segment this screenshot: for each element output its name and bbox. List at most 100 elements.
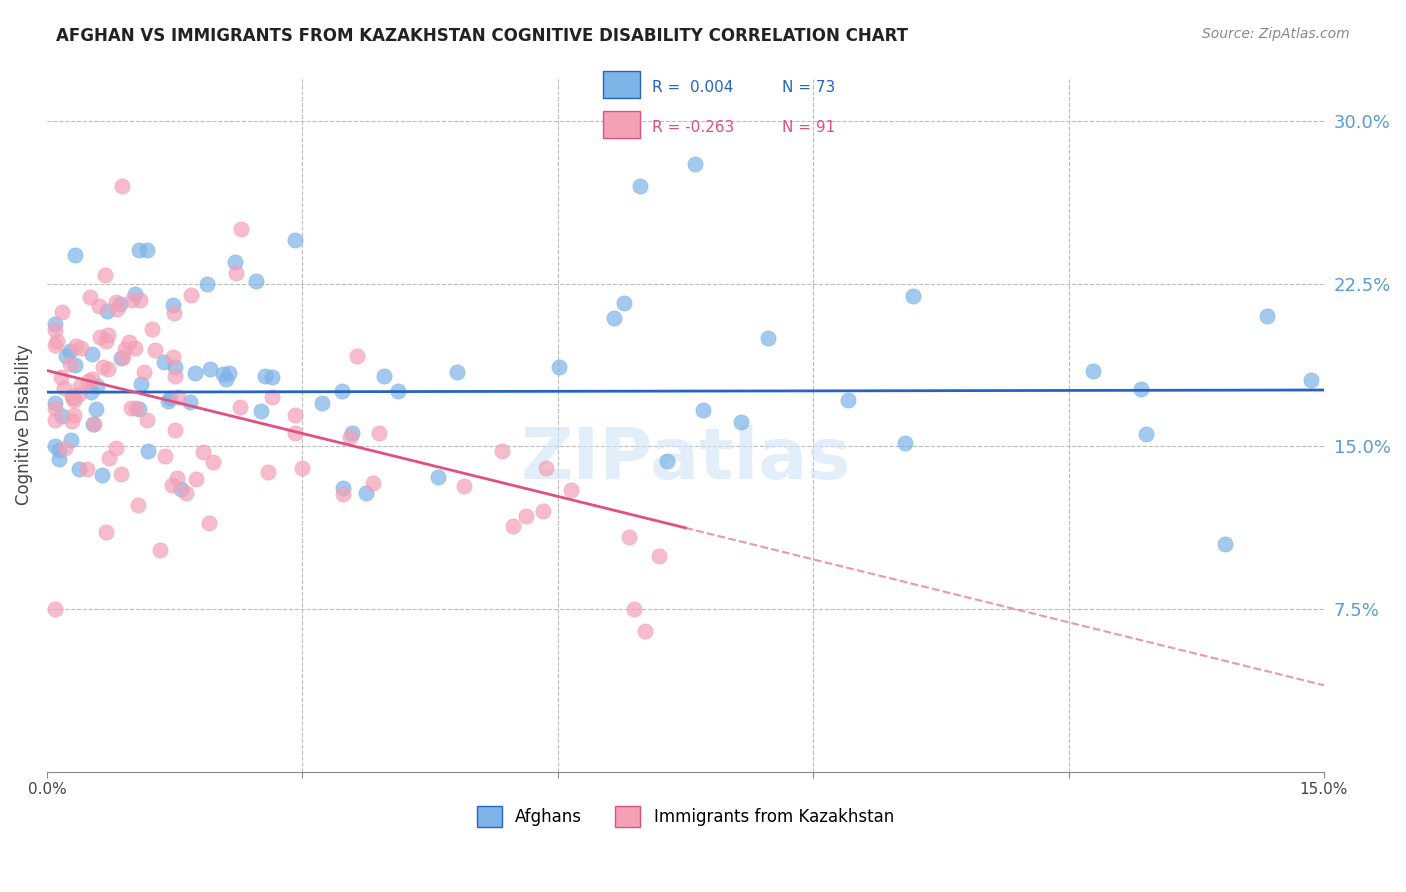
Point <box>82 417 104 432</box>
Point <box>191 445 214 459</box>
Point <box>51 369 73 384</box>
Point <box>262 370 284 384</box>
Point <box>548 360 571 375</box>
Point <box>156 394 179 409</box>
Point <box>44 401 66 415</box>
Point <box>367 426 389 441</box>
Point <box>80 385 103 400</box>
Point <box>63 248 86 262</box>
Point <box>118 334 141 349</box>
Point <box>290 460 312 475</box>
Point <box>531 504 554 518</box>
Point <box>692 403 714 417</box>
Point <box>284 233 307 247</box>
Bar <box>603 112 640 138</box>
Point <box>98 450 121 465</box>
Point <box>91 467 114 482</box>
Point <box>332 486 354 500</box>
Point <box>634 624 657 638</box>
Point <box>167 391 190 405</box>
Point <box>894 435 917 450</box>
Point <box>617 530 640 544</box>
Text: N = 91: N = 91 <box>782 120 835 135</box>
Point <box>427 469 450 483</box>
Point <box>502 519 524 533</box>
Point <box>1213 537 1236 551</box>
Point <box>373 369 395 384</box>
Point <box>254 368 277 383</box>
Point <box>89 299 111 313</box>
Point <box>44 317 66 331</box>
Point <box>311 396 333 410</box>
Text: N = 73: N = 73 <box>782 80 835 95</box>
Point <box>162 350 184 364</box>
Point <box>837 392 859 407</box>
Point <box>80 372 103 386</box>
Point <box>44 412 66 426</box>
Point <box>105 295 128 310</box>
Point <box>758 331 780 345</box>
Point <box>110 351 132 365</box>
Point <box>453 478 475 492</box>
Point <box>120 401 142 415</box>
Point <box>94 334 117 348</box>
Point <box>65 339 87 353</box>
Point <box>63 393 86 408</box>
Point <box>136 443 159 458</box>
Text: AFGHAN VS IMMIGRANTS FROM KAZAKHSTAN COGNITIVE DISABILITY CORRELATION CHART: AFGHAN VS IMMIGRANTS FROM KAZAKHSTAN COG… <box>56 27 908 45</box>
Point <box>162 298 184 312</box>
Point <box>143 343 166 357</box>
Point <box>59 357 82 371</box>
Point <box>86 378 108 392</box>
Point <box>124 341 146 355</box>
Point <box>284 426 307 441</box>
Point <box>48 452 70 467</box>
Point <box>245 274 267 288</box>
Legend: Afghans, Immigrants from Kazakhstan: Afghans, Immigrants from Kazakhstan <box>470 799 901 833</box>
Text: Source: ZipAtlas.com: Source: ZipAtlas.com <box>1202 27 1350 41</box>
Text: ZIPatlas: ZIPatlas <box>520 425 851 494</box>
Point <box>229 222 252 236</box>
Point <box>163 306 186 320</box>
Point <box>63 358 86 372</box>
Point <box>89 330 111 344</box>
Point <box>76 462 98 476</box>
Point <box>135 243 157 257</box>
Point <box>124 287 146 301</box>
Point <box>108 297 131 311</box>
Point <box>80 347 103 361</box>
Point <box>60 389 83 403</box>
Point <box>332 384 354 398</box>
Point <box>159 391 181 405</box>
Point <box>62 409 84 423</box>
Point <box>111 178 134 193</box>
Point <box>346 349 368 363</box>
Point <box>48 442 70 457</box>
Point <box>730 415 752 429</box>
Point <box>536 461 558 475</box>
Point <box>249 403 271 417</box>
Point <box>225 266 247 280</box>
Point <box>623 602 645 616</box>
Point <box>1135 427 1157 442</box>
Point <box>79 290 101 304</box>
Point <box>44 602 66 616</box>
Point <box>180 287 202 301</box>
Point <box>218 367 240 381</box>
Point <box>51 305 73 319</box>
Point <box>648 549 671 563</box>
Point <box>155 449 177 463</box>
Point <box>603 311 626 326</box>
Point <box>260 390 283 404</box>
Text: R = -0.263: R = -0.263 <box>652 120 734 135</box>
Point <box>1256 309 1278 323</box>
Point <box>69 379 91 393</box>
Point <box>446 366 468 380</box>
Point <box>201 455 224 469</box>
Point <box>94 525 117 540</box>
Point <box>128 402 150 417</box>
Point <box>560 483 582 497</box>
Point <box>53 442 76 456</box>
Point <box>354 486 377 500</box>
Point <box>44 439 66 453</box>
